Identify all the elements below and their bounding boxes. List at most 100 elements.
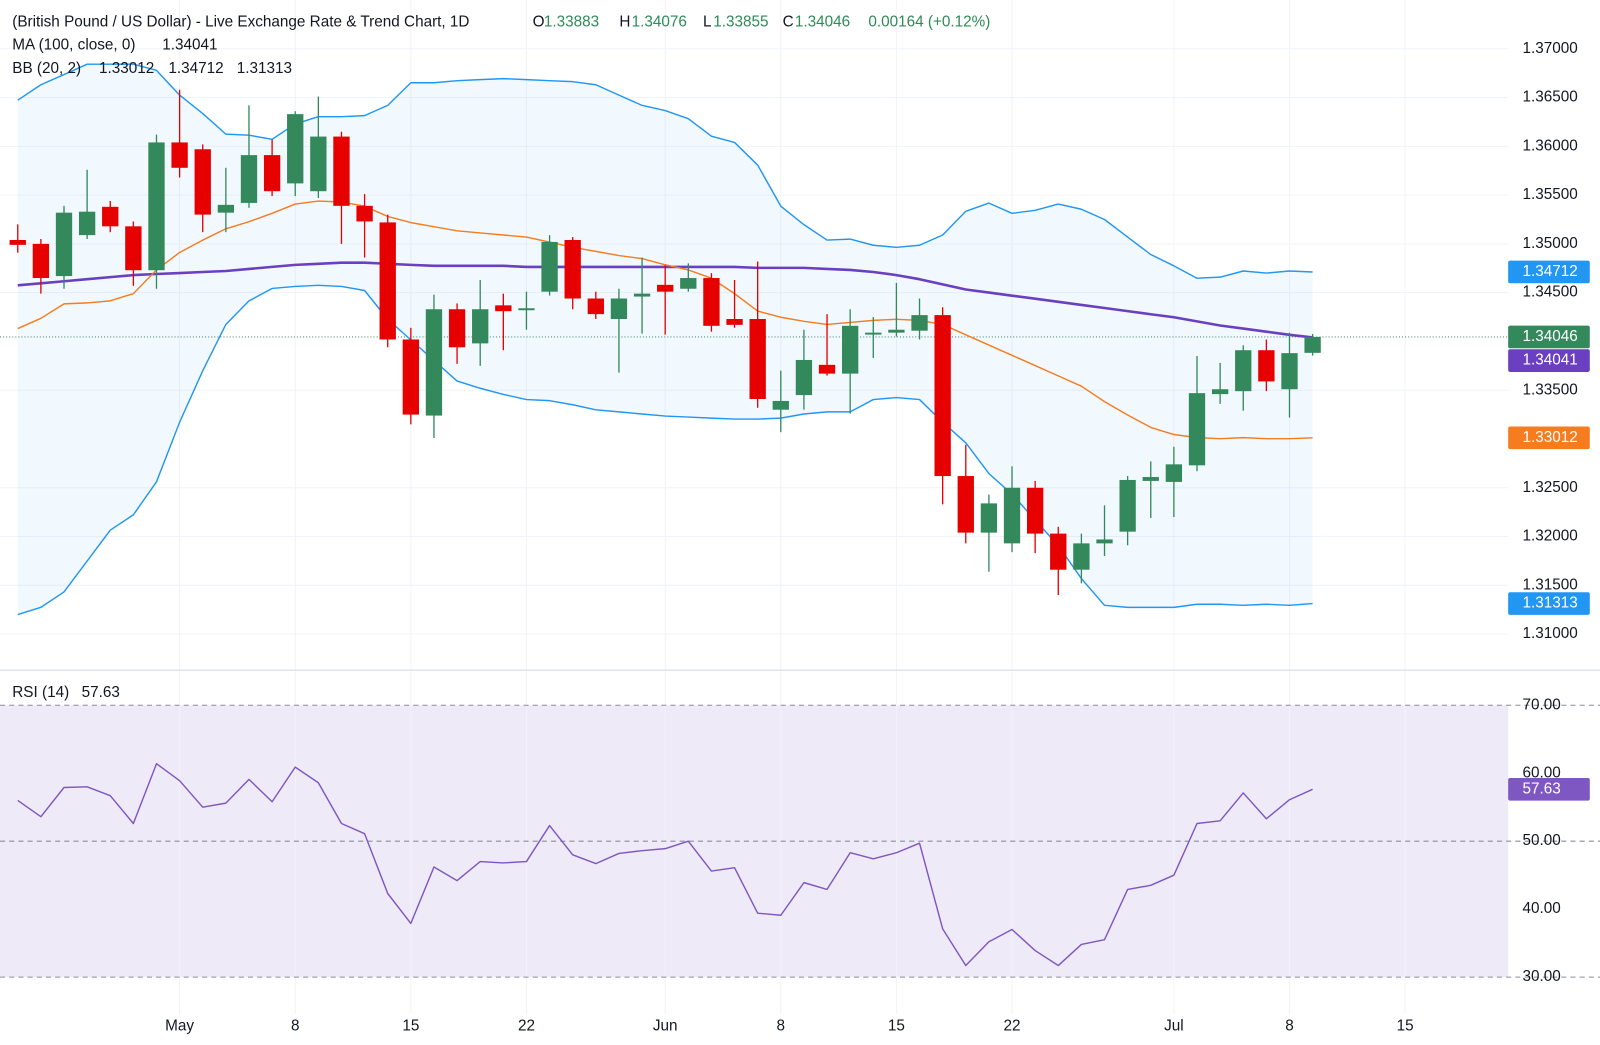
candle-body bbox=[980, 503, 998, 533]
candle-body bbox=[78, 211, 96, 236]
legend-label: MA (100, close, 0) bbox=[12, 36, 135, 53]
candle-body bbox=[102, 206, 119, 227]
candle-body bbox=[703, 278, 720, 326]
y-tick-label: 1.32000 bbox=[1522, 528, 1577, 545]
price-badge-label: 1.34712 bbox=[1522, 263, 1577, 280]
y-tick-label: 1.35500 bbox=[1522, 186, 1577, 203]
candle-body bbox=[818, 364, 836, 374]
ohlc-value: 1.34076 bbox=[632, 14, 687, 31]
candle-body bbox=[1211, 389, 1229, 395]
legend-label: BB (20, 2) bbox=[12, 60, 81, 77]
price-badge-label: 1.31313 bbox=[1522, 595, 1577, 612]
ohlc-label: C bbox=[783, 14, 794, 31]
x-tick-label: Jun bbox=[653, 1017, 678, 1034]
candle-body bbox=[957, 476, 974, 533]
candle-body bbox=[310, 136, 327, 192]
candle-body bbox=[795, 359, 813, 396]
rsi-line bbox=[17, 762, 1313, 967]
x-tick-label: 22 bbox=[518, 1017, 535, 1034]
candle-body bbox=[425, 309, 443, 416]
candle-body bbox=[55, 212, 73, 277]
candle-body bbox=[865, 332, 882, 335]
candle-body bbox=[1304, 336, 1321, 353]
y-tick-label: 1.36000 bbox=[1522, 137, 1577, 154]
candle-body bbox=[379, 222, 396, 340]
y-tick-label: 1.31500 bbox=[1522, 576, 1577, 593]
candle-body bbox=[772, 400, 789, 410]
candle-body bbox=[587, 298, 604, 315]
price-badge bbox=[1508, 325, 1590, 349]
price-badge bbox=[1508, 592, 1590, 615]
candle-body bbox=[448, 309, 466, 348]
candle-body bbox=[1235, 350, 1252, 392]
price-badge-label: 1.34046 bbox=[1522, 328, 1577, 345]
y-tick-label: 40.00 bbox=[1522, 900, 1560, 917]
legend-label: RSI (14) bbox=[12, 684, 69, 701]
candle-body bbox=[633, 293, 651, 297]
candle-body bbox=[194, 149, 211, 215]
ohlc-value: 1.33883 bbox=[544, 14, 599, 31]
candle-body bbox=[356, 205, 373, 222]
candle-body bbox=[1119, 479, 1136, 532]
candle-layer bbox=[9, 89, 1321, 596]
x-tick-label: 8 bbox=[291, 1017, 300, 1034]
candle-body bbox=[1050, 533, 1067, 570]
candle-body bbox=[287, 114, 304, 184]
price-badge-label: 1.33012 bbox=[1522, 429, 1577, 446]
candle-body bbox=[125, 226, 142, 271]
candle-body bbox=[934, 315, 951, 477]
y-tick-label: 30.00 bbox=[1522, 968, 1560, 985]
ohlc-label: H bbox=[619, 14, 630, 31]
price-badge bbox=[1508, 426, 1590, 450]
candle-body bbox=[1096, 539, 1113, 544]
candle-body bbox=[610, 298, 628, 319]
candle-body bbox=[217, 204, 235, 213]
y-tick-label: 60.00 bbox=[1522, 764, 1560, 781]
candle-body bbox=[842, 325, 859, 374]
candle-body bbox=[680, 278, 697, 289]
candle-body bbox=[541, 241, 558, 292]
y-tick-label: 1.32500 bbox=[1522, 479, 1577, 496]
candle-body bbox=[1142, 477, 1159, 481]
candle-body bbox=[1003, 487, 1021, 544]
candle-body bbox=[911, 315, 928, 331]
y-tick-label: 1.36500 bbox=[1522, 89, 1577, 106]
candle-body bbox=[1073, 543, 1090, 570]
legend-value: 57.63 bbox=[82, 684, 120, 701]
indicator-line bbox=[17, 200, 1313, 440]
candle-body bbox=[472, 309, 489, 344]
price-badge bbox=[1508, 260, 1590, 284]
x-tick-label: 8 bbox=[1285, 1017, 1294, 1034]
indicator-line bbox=[17, 284, 1313, 616]
candle-body bbox=[518, 308, 535, 311]
candle-body bbox=[749, 318, 766, 399]
x-tick-label: 8 bbox=[777, 1017, 786, 1034]
candle-body bbox=[148, 142, 165, 271]
candle-body bbox=[263, 155, 281, 192]
x-tick-label: May bbox=[165, 1017, 194, 1034]
candle-body bbox=[171, 142, 188, 168]
candle-body bbox=[1188, 393, 1206, 466]
ohlc-label: L bbox=[703, 14, 712, 31]
ohlc-value: 1.33855 bbox=[713, 14, 768, 31]
y-tick-label: 1.31000 bbox=[1522, 625, 1577, 642]
candle-body bbox=[1258, 350, 1275, 382]
legend-value: 1.31313 bbox=[237, 60, 292, 77]
x-tick-label: 22 bbox=[1004, 1017, 1021, 1034]
candle-body bbox=[888, 329, 905, 333]
candle-body bbox=[495, 305, 512, 312]
candle-body bbox=[1165, 464, 1183, 482]
candle-body bbox=[1281, 353, 1298, 390]
legend-value: 1.34712 bbox=[168, 60, 223, 77]
price-badge bbox=[1508, 349, 1590, 372]
x-tick-label: 15 bbox=[402, 1017, 419, 1034]
y-tick-label: 70.00 bbox=[1522, 696, 1560, 713]
ohlc-value: 1.34046 bbox=[795, 14, 850, 31]
candle-body bbox=[657, 284, 674, 292]
price-badge-label: 57.63 bbox=[1522, 780, 1560, 797]
candle-body bbox=[9, 239, 26, 245]
candle-body bbox=[32, 243, 50, 279]
y-tick-label: 50.00 bbox=[1522, 832, 1560, 849]
